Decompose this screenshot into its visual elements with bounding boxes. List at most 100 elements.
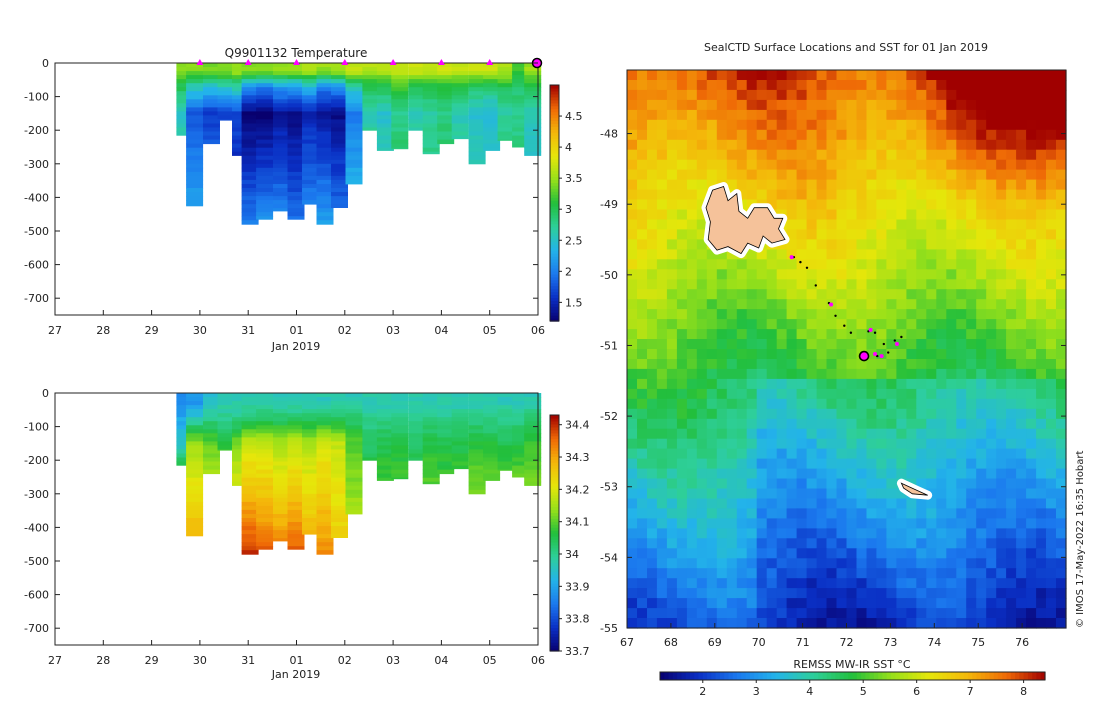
sst-cell [956,239,967,250]
profile-cell [316,542,334,547]
sst-cell [696,528,708,539]
sst-cell [637,349,648,360]
profile-cell [256,453,274,458]
colorbar-segment [550,250,559,254]
colorbar-segment [550,146,559,151]
sst-cell [996,299,1007,310]
sst-cell [1016,159,1027,171]
sst-cell [776,498,788,510]
profile-cell [287,413,305,418]
sst-cell [776,119,788,131]
sst-cell [986,70,997,81]
profile-cell [273,192,290,197]
sst-cell [726,598,738,609]
profile-cell [203,119,220,124]
sst-cell [1026,139,1037,151]
sst-cell [996,339,1007,350]
sst-cell [706,618,718,629]
sst-cell [956,478,967,490]
sst-cell [896,508,907,519]
sst-cell [806,319,818,330]
profile-cell [217,107,235,112]
profile-cell [241,445,259,450]
profile-cell [331,421,348,426]
profile-cell [483,91,501,96]
colorbar-segment [925,672,931,680]
sst-cell [746,139,758,151]
sst-cell [1016,199,1027,211]
sst-cell [956,269,967,280]
sst-cell [806,99,818,111]
profile-cell [232,95,249,100]
sst-cell [816,378,828,390]
profile-cell [362,127,380,131]
profile-cell [468,485,486,491]
sst-cell [746,558,758,569]
sst-cell [637,199,648,211]
sst-cell [746,349,758,360]
lon-tick-label: 73 [883,636,897,649]
sst-cell [796,478,808,490]
sst-cell [637,70,648,81]
profile-cell [273,505,290,511]
profile-cell [241,441,259,446]
sst-cell [736,119,748,131]
sst-cell [676,548,688,559]
sst-cell [876,149,887,161]
profile-cell [186,489,204,495]
profile-cell [451,453,469,458]
profile-cell [483,409,501,414]
profile-cell [331,159,348,165]
sst-cell [896,119,907,131]
colorbar-segment [550,297,559,301]
profile-cell [176,425,194,430]
sst-cell [756,289,768,300]
sst-cell [1056,179,1067,191]
profile-cell [483,473,501,479]
sst-cell [856,608,868,619]
sst-cell [1036,558,1047,569]
profile-cell [437,469,455,475]
profile-cell [391,453,409,458]
profile-cell [287,103,305,108]
sst-cell [627,169,638,181]
profile-cell [391,119,409,124]
sst-cell [876,618,887,629]
colorbar-segment [976,672,982,680]
sst-cell [627,339,638,350]
profile-cell [241,188,259,193]
sst-cell [706,558,718,569]
sst-cell [886,99,897,111]
sst-cell [736,359,748,370]
colorbar-segment [869,672,875,680]
sst-cell [846,378,858,390]
sst-cell [856,159,868,171]
profile-cell [176,401,194,406]
sst-cell [666,368,678,380]
sst-cell [676,329,688,340]
profile-cell [391,103,409,108]
sst-cell [796,388,808,400]
colorbar-segment [550,111,559,116]
sst-cell [996,209,1007,221]
sst-cell [866,129,878,141]
sst-cell [637,448,648,460]
sst-cell [896,558,907,569]
profile-cell [186,425,204,430]
sst-cell [906,199,917,211]
sst-cell [946,179,957,191]
sst-cell [656,219,668,231]
sst-cell [746,99,758,111]
profile-cell [316,393,334,398]
sst-cell [736,339,748,350]
sst-cell [976,99,987,111]
sst-cell [936,309,947,320]
profile-cell [287,188,305,193]
profile-cell [391,91,409,96]
sst-cell [746,319,758,330]
sst-cell [786,608,798,619]
profile-cell [287,184,305,189]
sst-cell [666,418,678,430]
track-point [900,335,903,339]
sst-cell [956,139,967,151]
